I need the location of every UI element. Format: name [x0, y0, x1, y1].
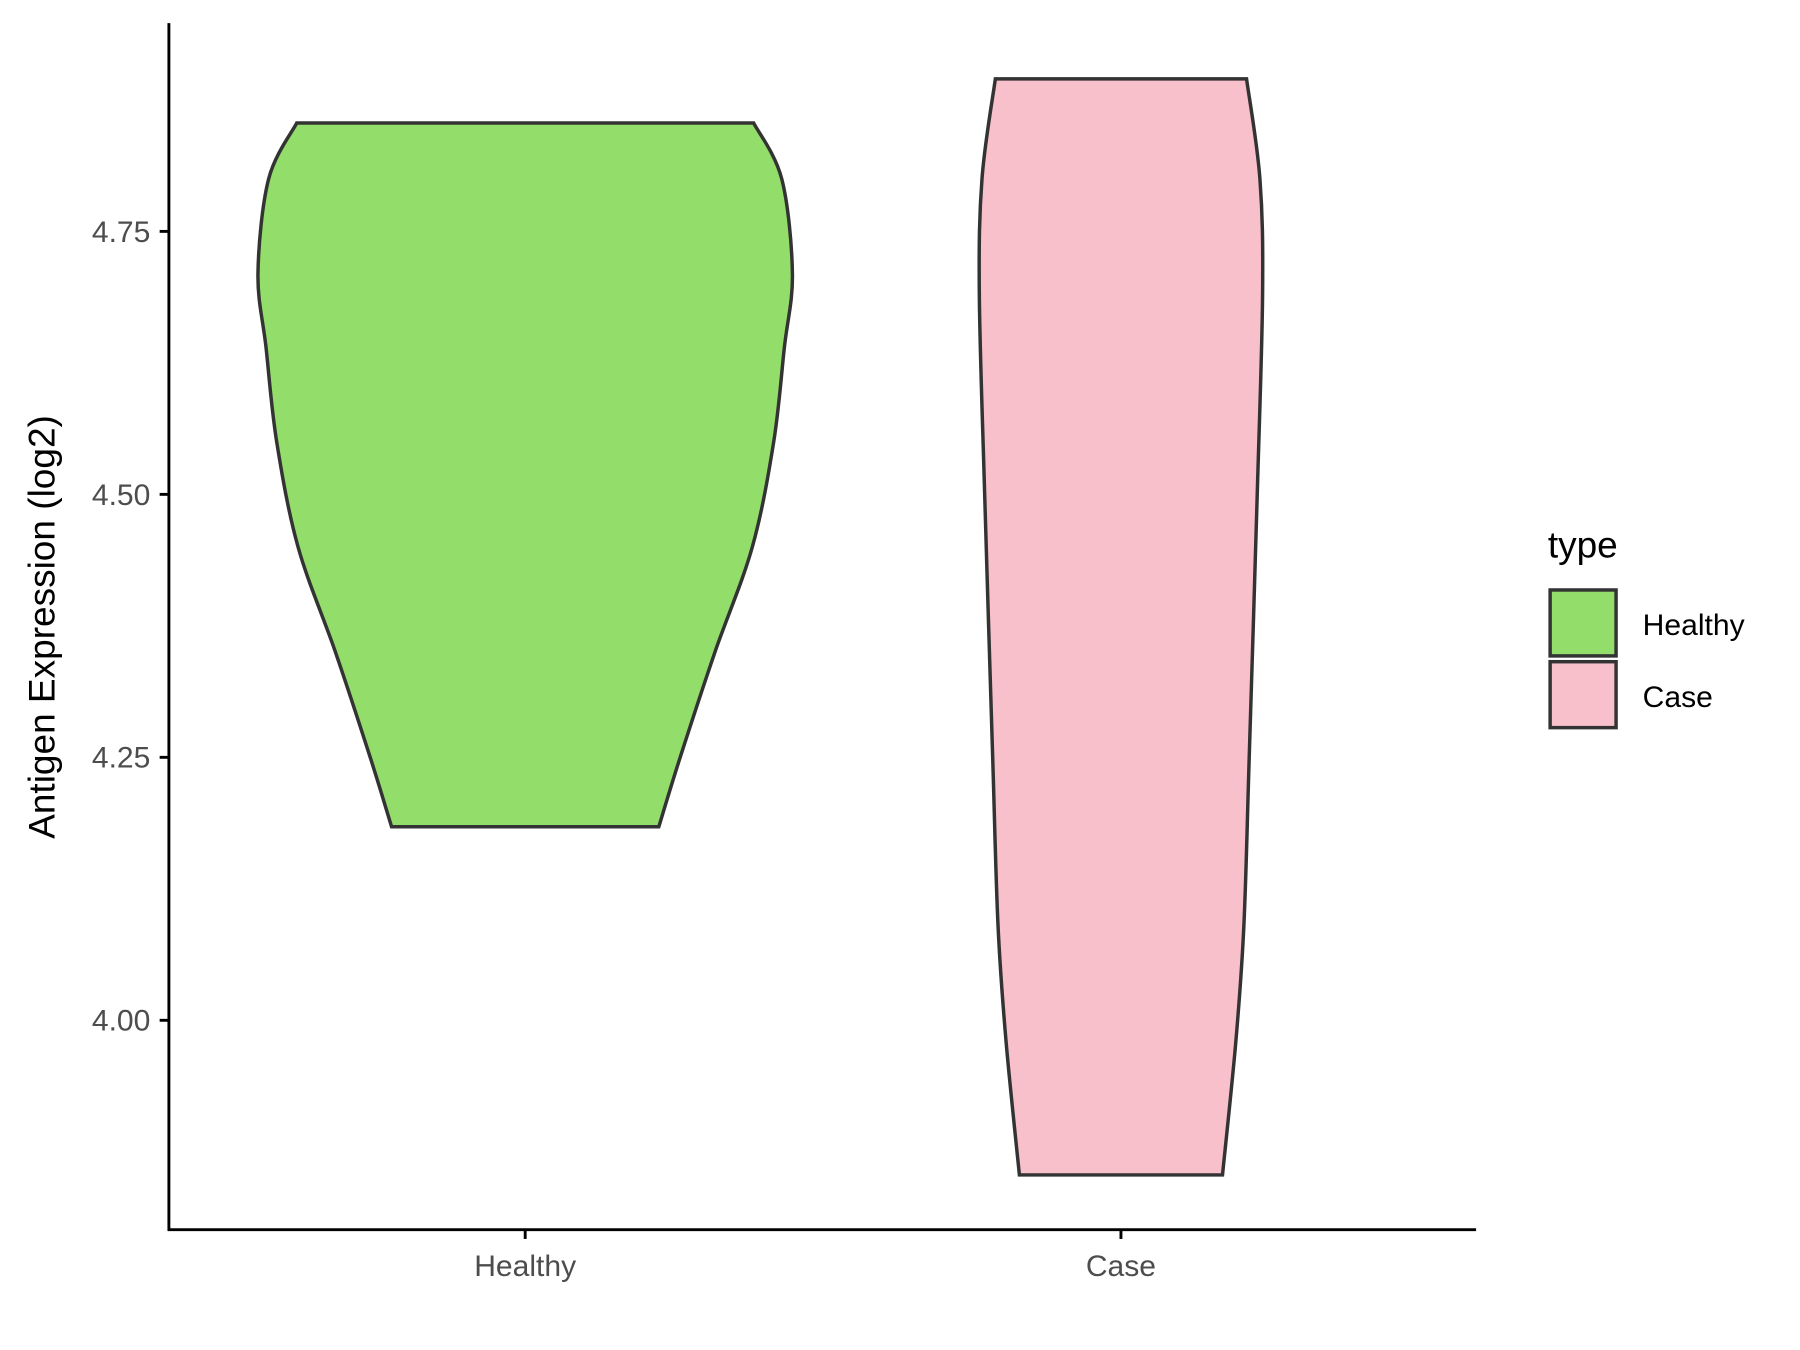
legend-title: type: [1548, 524, 1618, 566]
violins: [256, 77, 1265, 1177]
y-tick-label: 4.50: [92, 479, 151, 512]
y-tick-label: 4.75: [92, 216, 151, 249]
y-axis-title: Antigen Expression (log2): [20, 415, 62, 839]
legend-swatch-case: [1548, 659, 1618, 730]
legend-label: Healthy: [1643, 609, 1745, 642]
violin-healthy: [256, 121, 795, 829]
x-tick-label: Healthy: [474, 1250, 576, 1283]
y-tick-label: 4.00: [92, 1005, 151, 1038]
legend-swatch-healthy: [1548, 588, 1618, 658]
x-ticks: Healthy Case: [474, 1229, 1156, 1283]
legend-label: Case: [1643, 681, 1713, 714]
violin-case: [977, 77, 1265, 1177]
x-tick-label: Case: [1086, 1250, 1156, 1283]
y-ticks: 4.00 4.25 4.50 4.75: [92, 216, 169, 1038]
y-tick-label: 4.25: [92, 742, 151, 775]
legend: type Healthy Case: [1548, 524, 1745, 730]
